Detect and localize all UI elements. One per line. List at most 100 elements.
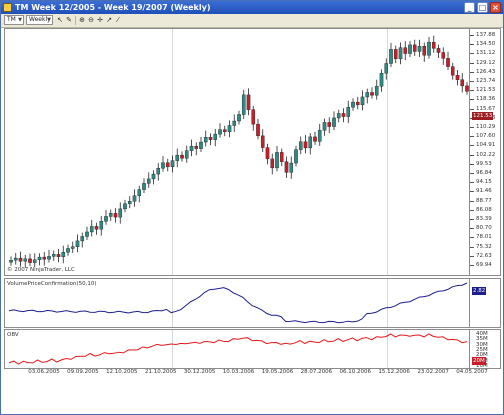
candle-body-down[interactable] [279,152,284,162]
candle-body-up[interactable] [32,259,37,263]
candle-body-down[interactable] [208,137,213,140]
candle-body-down[interactable] [194,145,199,149]
candle-body-up[interactable] [237,114,241,122]
candle-body-down[interactable] [403,47,408,54]
candle-body-up[interactable] [227,125,232,132]
candle-body-up[interactable] [275,152,279,169]
candle-body-up[interactable] [294,149,298,164]
candle-body-up[interactable] [23,258,28,262]
pencil-icon[interactable]: ✎ [66,16,72,24]
candle-body-down[interactable] [28,258,32,263]
candle-body-up[interactable] [298,141,303,150]
candle-body-up[interactable] [308,136,313,149]
candle-body-down[interactable] [94,226,99,230]
vpc-axis[interactable]: 2.82 [470,278,501,328]
candle-body-up[interactable] [408,44,412,54]
candle-body-down[interactable] [422,46,427,56]
symbol-selector[interactable]: TM ▼ [4,15,24,25]
candle-body-up[interactable] [365,92,370,98]
candle-body-up[interactable] [118,208,123,218]
candle-body-down[interactable] [246,94,251,110]
obv-panel[interactable]: OBV [4,329,470,369]
candle-body-up[interactable] [132,195,137,202]
candle-body-up[interactable] [61,252,66,257]
candle-body-down[interactable] [446,58,450,67]
candle-body-up[interactable] [322,122,327,131]
candle-body-up[interactable] [161,162,165,169]
cursor-icon[interactable]: ↖ [57,16,63,24]
candle-body-up[interactable] [80,236,85,242]
price-panel[interactable]: © 2007 NinjaTrader, LLC [4,28,470,276]
candle-body-down[interactable] [441,52,446,59]
candle-body-down[interactable] [460,79,465,87]
candle-body-down[interactable] [56,254,61,257]
zoom-out-icon[interactable]: ⊖ [88,16,94,24]
candle-body-up[interactable] [51,254,56,257]
volume-price-confirmation-panel[interactable]: VolumePriceConfirmation(50,10) [4,278,470,328]
candle-body-down[interactable] [260,135,265,148]
price-axis[interactable]: 137.88 134.50 131.12 129.12 126.43 123.74 121.… [470,28,501,276]
candle-body-up[interactable] [336,113,341,119]
candle-body-down[interactable] [42,256,47,260]
close-button[interactable]: × [490,2,501,13]
candle-body-up[interactable] [156,168,161,175]
candle-body-up[interactable] [360,96,365,106]
candle-body-up[interactable] [47,256,51,260]
candle-body-up[interactable] [142,183,146,190]
zoom-in-icon[interactable]: ⊕ [79,16,85,24]
pointer-icon[interactable]: ↗ [106,16,112,24]
candle-body-down[interactable] [393,49,398,59]
minimize-button[interactable]: _ [464,2,475,13]
candle-body-up[interactable] [213,133,218,140]
candle-body-down[interactable] [251,109,256,125]
candle-body-up[interactable] [218,129,222,135]
candle-body-down[interactable] [284,161,289,173]
candle-body-up[interactable] [427,41,431,56]
candle-body-up[interactable] [37,256,42,261]
candle-body-down[interactable] [431,41,436,49]
candle-body-up[interactable] [203,137,208,143]
candle-body-up[interactable] [99,221,104,230]
candle-body-down[interactable] [313,136,317,142]
candle-body-up[interactable] [123,203,127,210]
candle-body-down[interactable] [370,92,374,96]
candle-body-up[interactable] [351,101,355,108]
candle-body-up[interactable] [146,178,151,184]
candle-body-up[interactable] [199,141,203,149]
candle-body-down[interactable] [327,122,332,127]
obv-axis[interactable]: 40M35M30M25M20M15M10M 20M [470,329,501,369]
candle-body-down[interactable] [341,113,346,117]
candle-body-down[interactable] [455,75,460,80]
candle-body-up[interactable] [184,150,189,159]
candle-body-down[interactable] [180,154,184,159]
candle-body-up[interactable] [104,216,108,222]
candle-body-down[interactable] [256,123,260,137]
candle-body-up[interactable] [374,86,379,96]
candle-body-down[interactable] [412,44,417,52]
candle-body-up[interactable] [89,226,94,233]
candle-body-up[interactable] [384,63,389,74]
candle-body-up[interactable] [137,189,142,196]
candle-body-up[interactable] [232,120,237,126]
candle-body-down[interactable] [222,129,227,132]
candle-body-down[interactable] [165,162,170,168]
candle-body-up[interactable] [75,240,80,247]
draw-tools-icon[interactable]: ⁄ [117,16,119,24]
maximize-button[interactable]: □ [477,2,488,13]
candle-body-up[interactable] [379,72,384,87]
candle-body-up[interactable] [66,248,70,253]
candle-body-up[interactable] [289,162,294,173]
candle-body-down[interactable] [303,141,308,149]
candle-body-up[interactable] [13,257,18,261]
candle-body-down[interactable] [465,85,469,92]
candle-body-up[interactable] [127,201,132,204]
candle-body-up[interactable] [85,231,89,237]
candle-body-down[interactable] [265,147,270,160]
title-bar[interactable]: TM Week 12/2005 - Week 19/2007 (Weekly) … [1,1,503,14]
crosshair-icon[interactable]: ✛ [97,16,103,24]
candle-body-up[interactable] [389,49,393,64]
candle-body-up[interactable] [170,160,175,168]
candle-body-up[interactable] [175,154,180,161]
candle-body-up[interactable] [151,173,156,180]
candle-body-up[interactable] [9,259,13,263]
